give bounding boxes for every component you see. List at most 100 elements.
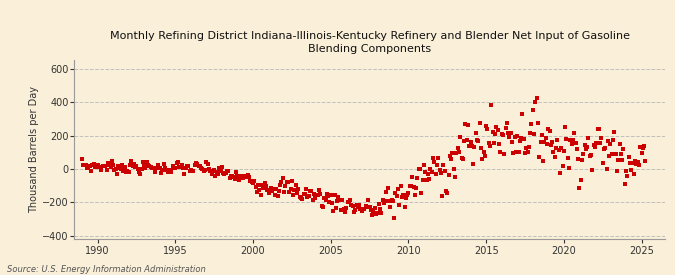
Point xyxy=(308,192,319,196)
Point xyxy=(249,179,260,183)
Point xyxy=(554,148,564,152)
Point xyxy=(77,156,88,161)
Point xyxy=(284,189,295,194)
Point xyxy=(509,135,520,139)
Point xyxy=(462,123,473,127)
Point xyxy=(352,205,363,210)
Point xyxy=(507,140,518,144)
Point xyxy=(197,167,208,171)
Point xyxy=(320,197,331,202)
Point xyxy=(235,174,246,178)
Point xyxy=(241,175,252,179)
Point xyxy=(269,192,280,197)
Point xyxy=(572,147,583,152)
Point xyxy=(134,170,144,175)
Point xyxy=(468,161,479,166)
Point xyxy=(516,136,526,140)
Point xyxy=(492,127,503,132)
Point xyxy=(408,185,419,189)
Point xyxy=(580,147,591,151)
Point xyxy=(389,216,400,221)
Point xyxy=(574,186,585,191)
Point xyxy=(477,157,487,161)
Point xyxy=(296,196,306,200)
Point xyxy=(428,156,439,161)
Point xyxy=(348,209,359,214)
Point xyxy=(289,188,300,192)
Point xyxy=(376,211,387,216)
Point xyxy=(173,160,184,164)
Point xyxy=(277,175,288,180)
Point xyxy=(283,180,294,184)
Point xyxy=(118,168,129,173)
Point xyxy=(269,187,279,191)
Point xyxy=(166,170,177,174)
Point xyxy=(398,193,408,197)
Point xyxy=(262,188,273,192)
Point xyxy=(560,124,570,129)
Point xyxy=(314,188,325,192)
Point xyxy=(184,169,195,173)
Point xyxy=(472,138,483,142)
Point xyxy=(159,166,170,170)
Point xyxy=(448,167,459,171)
Point xyxy=(490,132,501,136)
Point xyxy=(80,162,91,167)
Point xyxy=(486,103,497,107)
Point xyxy=(639,144,649,148)
Point xyxy=(345,198,356,202)
Point xyxy=(169,166,180,170)
Point xyxy=(502,121,512,125)
Point xyxy=(337,198,348,202)
Point xyxy=(636,151,647,155)
Point xyxy=(526,122,537,126)
Point xyxy=(232,174,243,178)
Point xyxy=(367,213,377,218)
Point xyxy=(176,163,187,168)
Point xyxy=(551,146,562,150)
Point xyxy=(132,166,143,171)
Point xyxy=(626,168,637,172)
Point xyxy=(171,161,182,166)
Point xyxy=(88,162,99,166)
Point xyxy=(192,162,202,167)
Point xyxy=(365,208,376,212)
Point xyxy=(151,166,161,170)
Point xyxy=(334,197,345,202)
Point xyxy=(451,150,462,155)
Point xyxy=(105,165,116,169)
Point xyxy=(524,131,535,135)
Point xyxy=(342,200,353,204)
Point xyxy=(514,139,525,144)
Point xyxy=(435,171,446,175)
Point xyxy=(78,162,88,167)
Point xyxy=(541,142,552,146)
Point xyxy=(292,191,302,195)
Point xyxy=(461,138,472,142)
Text: Source: U.S. Energy Information Administration: Source: U.S. Energy Information Administ… xyxy=(7,265,205,274)
Point xyxy=(640,159,651,163)
Point xyxy=(351,202,362,207)
Point xyxy=(340,210,350,214)
Point xyxy=(596,136,607,140)
Point xyxy=(331,206,342,210)
Point xyxy=(103,161,113,166)
Point xyxy=(304,188,315,193)
Point xyxy=(219,172,230,177)
Point xyxy=(228,175,239,179)
Point xyxy=(248,181,259,185)
Point xyxy=(605,142,616,147)
Point xyxy=(635,145,646,149)
Point xyxy=(540,136,551,140)
Point xyxy=(281,180,292,185)
Point xyxy=(265,188,275,192)
Point xyxy=(293,187,304,192)
Point xyxy=(294,194,305,199)
Point xyxy=(178,166,188,170)
Point xyxy=(612,169,622,173)
Point xyxy=(363,198,374,202)
Point xyxy=(579,143,590,147)
Point xyxy=(82,165,92,170)
Point xyxy=(271,187,281,191)
Point xyxy=(512,133,522,138)
